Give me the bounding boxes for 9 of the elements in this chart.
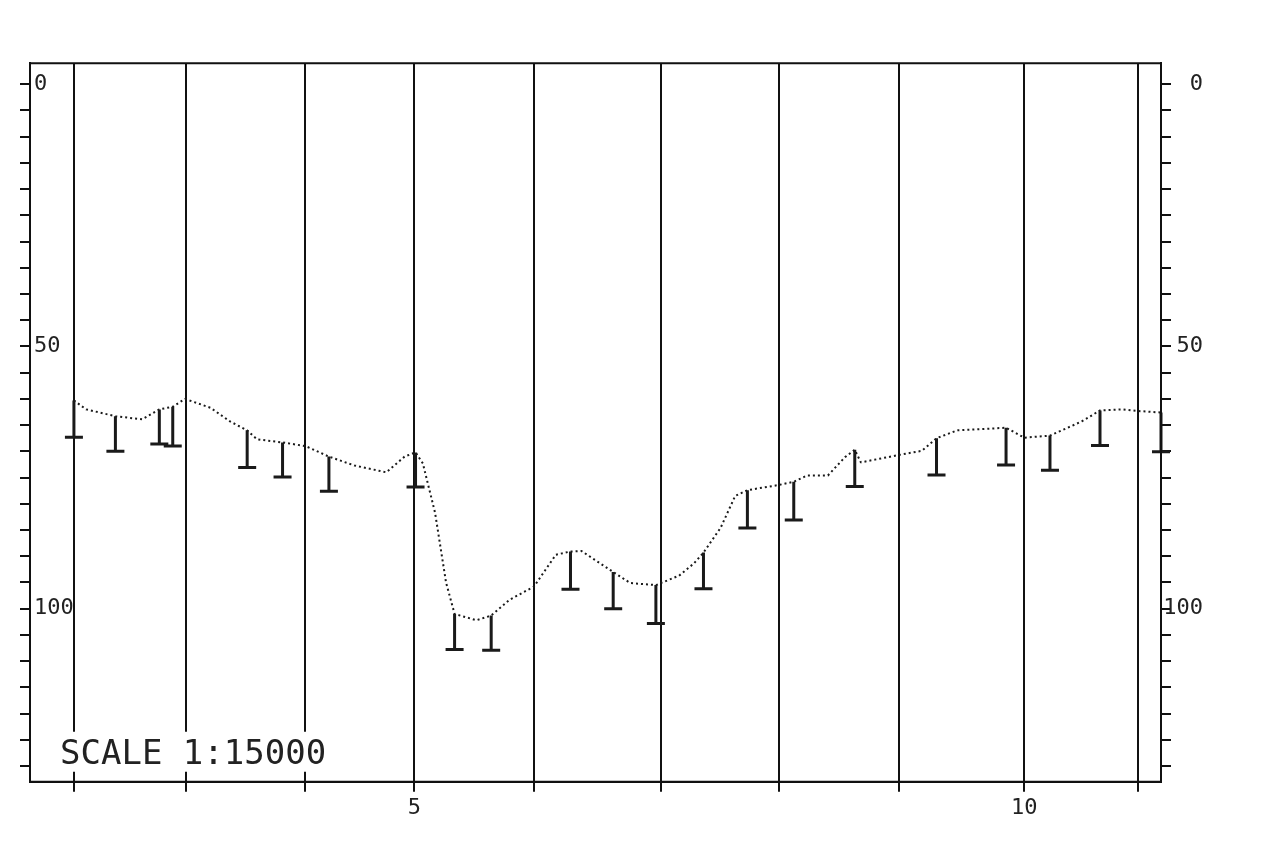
y2-tick-label: 50 (1176, 332, 1203, 358)
y-tick-label: 50 (34, 332, 61, 358)
annotation: SCALE 1:15000 (60, 731, 327, 772)
x-tick-label: 5 (407, 793, 421, 819)
y2-tick-label: 100 (1163, 594, 1203, 620)
y-tick-label: 0 (34, 69, 48, 95)
x-tick-label: 10 (1011, 793, 1038, 819)
y-tick-label: 100 (34, 594, 74, 620)
y2-tick-label: 0 (1189, 69, 1203, 95)
